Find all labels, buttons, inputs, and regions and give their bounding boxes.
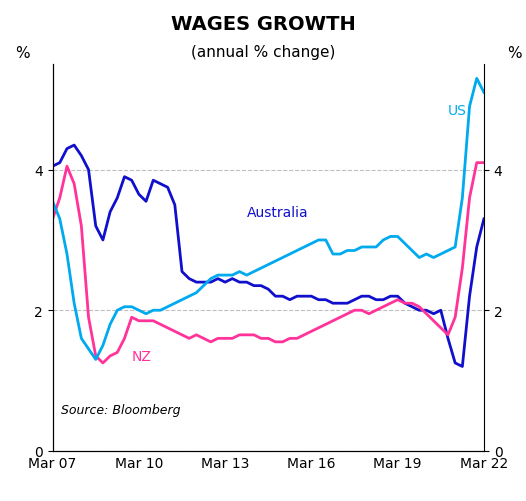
Text: Source: Bloomberg: Source: Bloomberg: [61, 403, 181, 416]
Text: NZ: NZ: [132, 349, 151, 363]
Text: %: %: [15, 46, 30, 61]
Text: (annual % change): (annual % change): [191, 45, 335, 60]
Text: Australia: Australia: [247, 205, 308, 219]
Text: %: %: [507, 46, 521, 61]
Text: US: US: [448, 104, 467, 118]
Text: WAGES GROWTH: WAGES GROWTH: [170, 15, 356, 34]
